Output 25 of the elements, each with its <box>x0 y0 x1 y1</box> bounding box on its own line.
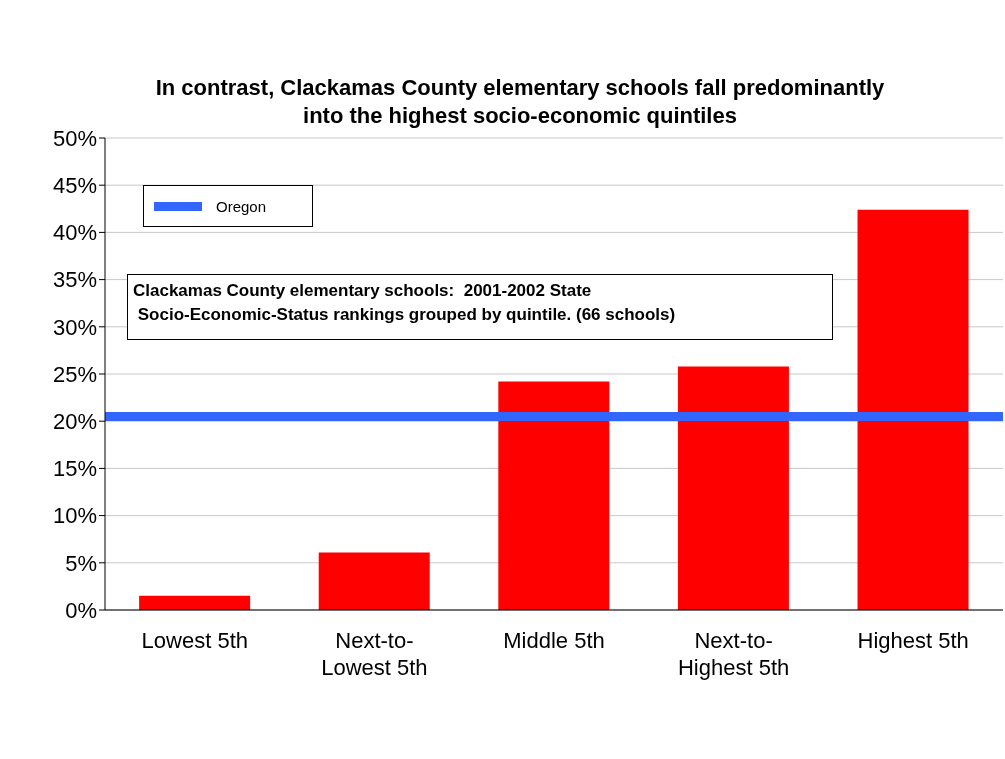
y-tick-label: 20% <box>52 409 97 435</box>
bar <box>318 552 430 610</box>
y-tick-label: 15% <box>52 456 97 482</box>
x-tick-label: Highest 5th <box>857 628 969 653</box>
bar <box>677 366 789 610</box>
note-frame: Clackamas County elementary schools: 2001-2002 State Socio-Economic-Status rankings grouped by quintile. (66 schools) <box>127 274 833 340</box>
x-tick-label: Next-to-Lowest 5th <box>321 628 428 680</box>
y-tick-label: 35% <box>52 267 97 293</box>
legend-frame: Oregon <box>143 185 313 227</box>
y-tick-label: 5% <box>65 550 97 576</box>
y-tick-label: 10% <box>52 503 97 529</box>
bar <box>857 209 969 610</box>
y-tick-label: 40% <box>52 220 97 246</box>
y-tick-label: 25% <box>52 361 97 387</box>
y-tick-label: 50% <box>52 125 97 151</box>
x-tick-label: Lowest 5th <box>141 628 248 653</box>
chart-title: In contrast, Clackamas County elementary schools fall predominantly into the highest socio-economic quintiles <box>154 74 886 130</box>
y-tick-label: 30% <box>52 314 97 340</box>
bar <box>139 595 251 610</box>
y-tick-label: 45% <box>52 173 97 199</box>
legend-label: Oregon <box>216 197 267 215</box>
bar <box>498 381 610 610</box>
y-tick-label: 0% <box>65 597 97 623</box>
x-tick-label: Next-to-Highest 5th <box>677 628 790 680</box>
x-tick-label: Middle 5th <box>503 628 605 653</box>
